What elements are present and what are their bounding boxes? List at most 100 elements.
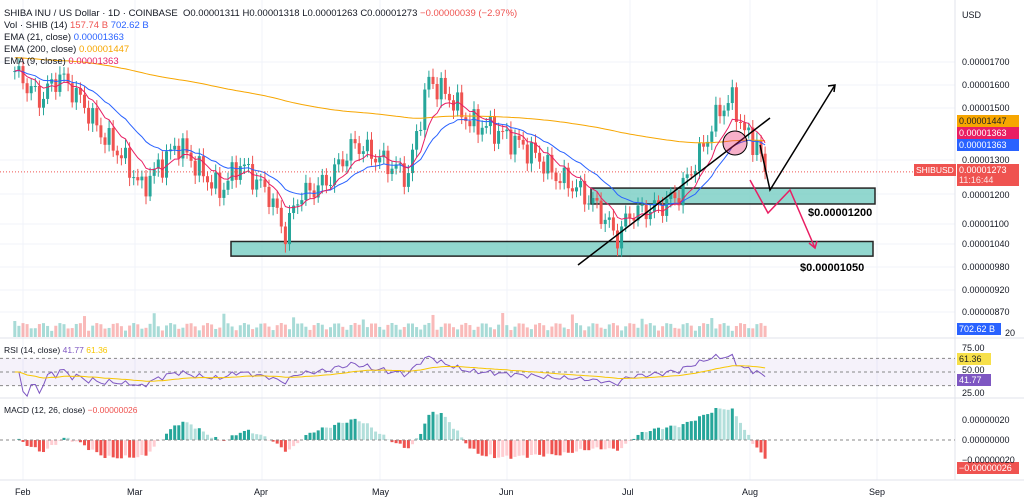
volume-bar <box>263 323 267 337</box>
macd-histogram-bar <box>480 440 484 456</box>
candle <box>160 159 164 178</box>
candle <box>562 167 566 184</box>
candle <box>443 77 447 94</box>
volume-bar <box>148 323 152 337</box>
volume-bar <box>251 329 255 337</box>
macd-histogram-bar <box>616 440 619 451</box>
candle <box>476 109 480 135</box>
candle <box>288 212 291 245</box>
volume-bar <box>119 326 123 337</box>
volume-bar <box>435 329 439 337</box>
macd-histogram-bar <box>595 440 599 448</box>
volume-bar <box>661 326 665 337</box>
macd-histogram-bar <box>83 440 86 446</box>
candle <box>95 108 99 126</box>
macd-histogram-bar <box>423 423 427 440</box>
candle <box>83 94 86 108</box>
macd-histogram-bar <box>706 414 710 440</box>
candle <box>673 192 677 199</box>
candle <box>124 147 127 159</box>
macd-histogram-bar <box>464 440 468 444</box>
macd-histogram-bar <box>214 436 218 440</box>
candle <box>546 154 550 174</box>
candle <box>251 164 255 190</box>
macd-histogram-bar <box>283 440 287 452</box>
volume-bar <box>591 323 595 337</box>
macd-histogram-bar <box>378 433 382 440</box>
ema9-price-tag: 0.00001363 <box>957 127 1019 139</box>
macd-histogram-bar <box>189 424 193 440</box>
volume-bar <box>550 326 554 337</box>
candle <box>730 87 734 104</box>
macd-histogram-bar <box>185 422 189 440</box>
ema9-line <box>14 69 766 220</box>
volume-bar <box>50 330 54 337</box>
volume-bar <box>156 326 160 337</box>
macd-histogram-bar <box>509 440 513 459</box>
volume-bar <box>529 329 533 337</box>
macd-histogram-bar <box>558 440 562 456</box>
macd-histogram-bar <box>25 440 29 446</box>
macd-histogram-bar <box>743 429 747 440</box>
candle <box>722 110 726 117</box>
volume-bar <box>312 325 316 337</box>
volume-bar <box>218 327 222 337</box>
macd-axis-label: 0.00000020 <box>962 415 1010 425</box>
volume-bar <box>165 325 168 337</box>
candle <box>583 180 587 205</box>
time-axis-month: Aug <box>742 487 759 497</box>
candle <box>345 160 349 167</box>
candle <box>484 126 488 128</box>
volume-bar <box>464 323 468 337</box>
macd-histogram-bar <box>324 427 328 440</box>
candle <box>706 141 710 147</box>
price-axis-label: 0.00001300 <box>962 155 1010 165</box>
macd-histogram-bar <box>689 421 693 440</box>
volume-bar <box>390 323 394 337</box>
volume-bar <box>324 329 328 337</box>
candle <box>406 173 410 187</box>
volume-bar <box>345 329 349 337</box>
volume-bar <box>525 327 529 337</box>
candle <box>353 139 357 144</box>
price-axis-label: 0.00001200 <box>962 190 1010 200</box>
macd-histogram-bar <box>316 430 320 440</box>
macd-histogram-bar <box>29 440 33 447</box>
macd-histogram-bar <box>624 440 628 444</box>
volume-bar <box>411 323 414 337</box>
volume-legend: Vol · SHIB (14) 157.74 B 702.62 B <box>4 20 149 31</box>
volume-bar <box>242 323 246 337</box>
volume-bar <box>718 324 722 337</box>
candle <box>357 143 361 154</box>
candle <box>636 205 640 221</box>
volume-bar <box>267 326 271 337</box>
macd-histogram-bar <box>66 437 70 440</box>
candle <box>743 122 747 131</box>
macd-histogram-bar <box>759 440 763 453</box>
candle <box>435 83 439 100</box>
macd-histogram-bar <box>739 422 742 440</box>
volume-bar <box>103 328 107 337</box>
macd-histogram-bar <box>62 437 66 440</box>
candle <box>37 85 41 108</box>
volume-bar <box>726 325 730 337</box>
volume-bar <box>115 323 119 337</box>
price-axis-label: 0.00000980 <box>962 262 1010 272</box>
macd-histogram-bar <box>587 440 591 451</box>
candle <box>640 204 644 206</box>
candle <box>447 93 451 101</box>
candle <box>616 230 619 249</box>
candle <box>480 127 484 135</box>
macd-histogram-bar <box>763 440 767 459</box>
macd-histogram-bar <box>152 440 156 447</box>
macd-histogram-bar <box>54 440 58 445</box>
rsi-legend: RSI (14, close) 41.77 61.36 <box>4 345 108 355</box>
ema200-price-tag: 0.00001447 <box>957 115 1019 127</box>
volume-bar <box>562 327 566 337</box>
volume-bar <box>87 330 91 337</box>
candle <box>521 139 525 145</box>
macd-histogram-bar <box>497 440 501 458</box>
macd-histogram-bar <box>521 440 525 456</box>
macd-histogram-bar <box>42 440 45 453</box>
